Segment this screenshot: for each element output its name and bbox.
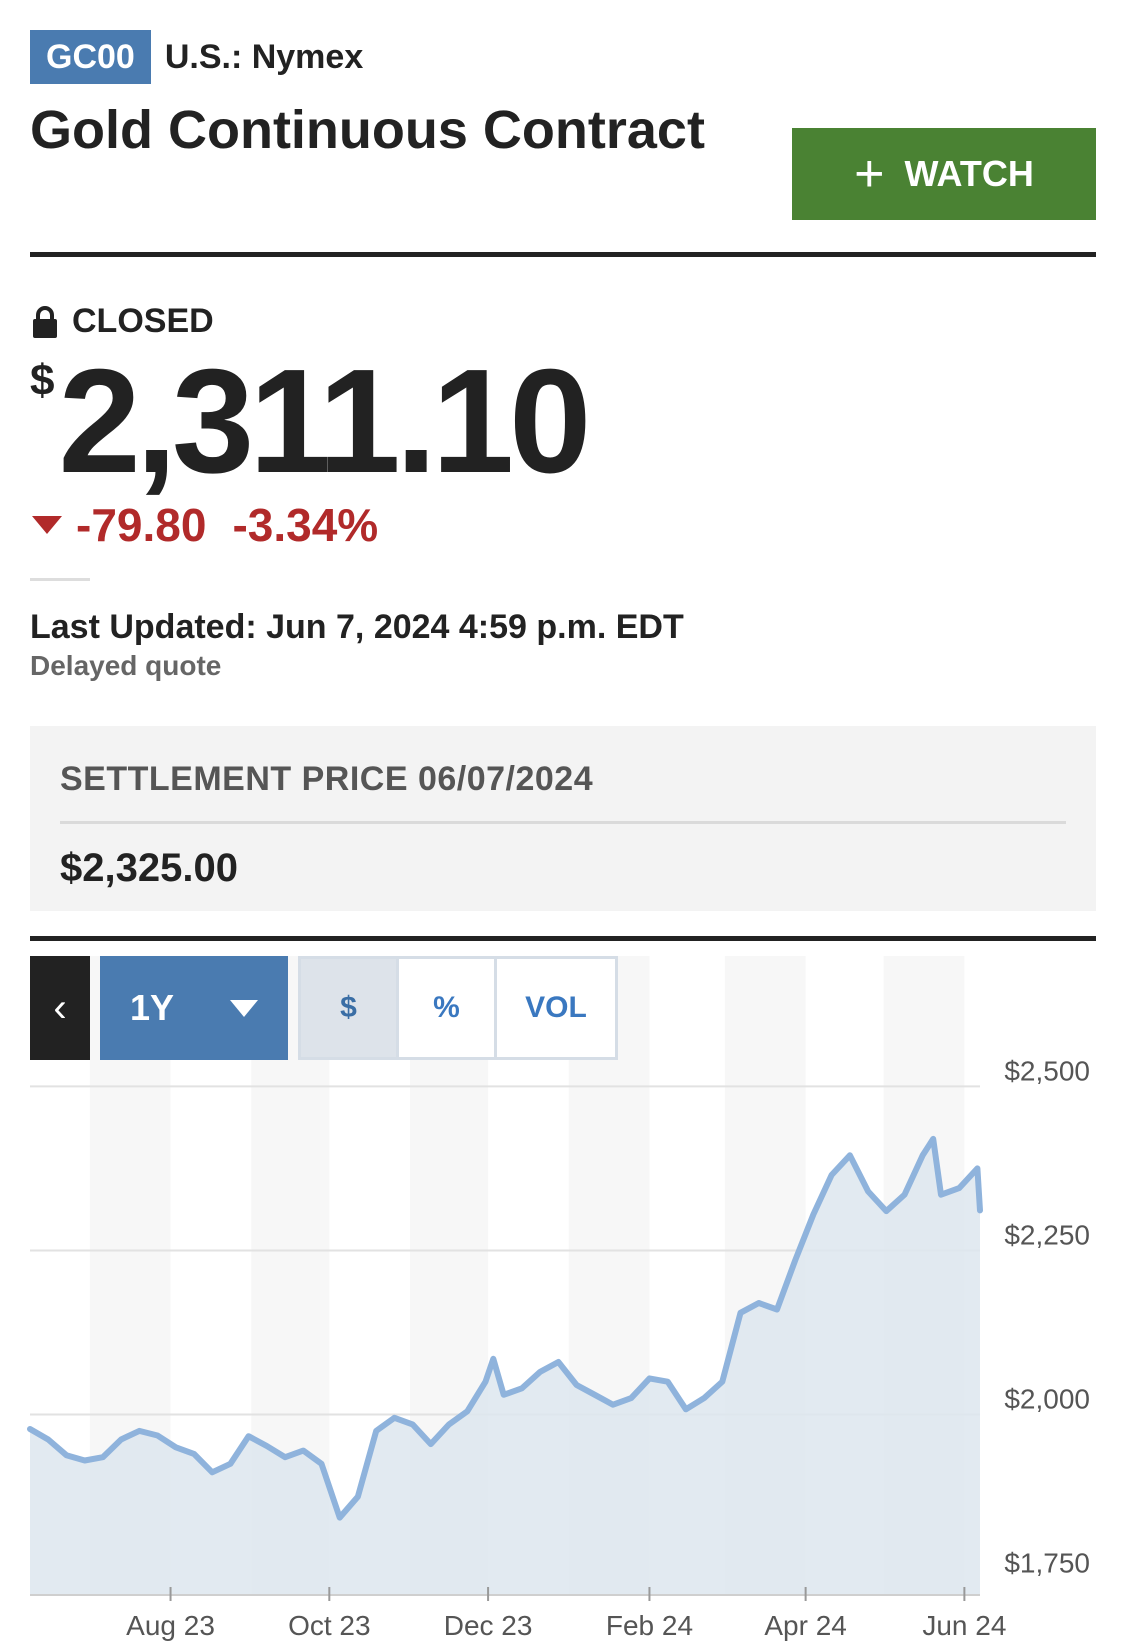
market-status: CLOSED (32, 302, 214, 341)
plus-icon: + (854, 145, 885, 203)
watch-label: WATCH (904, 153, 1034, 194)
range-label: 1Y (130, 987, 175, 1028)
x-tick-label: Dec 23 (444, 1610, 533, 1641)
chevron-left-icon[interactable]: ‹ (30, 956, 90, 1060)
last-price: 2,311.10 (58, 339, 591, 504)
y-tick-label: $2,000 (1004, 1384, 1090, 1415)
x-tick-label: Feb 24 (606, 1610, 693, 1641)
short-divider (30, 578, 90, 581)
ticker-badge: GC00 (30, 30, 151, 84)
header-divider (30, 252, 1096, 257)
currency-symbol: $ (30, 356, 55, 405)
price-row: $ 2,311.10 (30, 339, 591, 504)
price-change: -79.80 -3.34% (32, 498, 378, 552)
status-label: CLOSED (72, 302, 214, 340)
settlement-divider (60, 821, 1066, 824)
x-tick-label: Oct 23 (288, 1610, 370, 1641)
chart-mode-toggle: $ % VOL (298, 956, 618, 1060)
watch-button[interactable]: + WATCH (792, 128, 1096, 220)
chart-divider (30, 936, 1096, 941)
delayed-note: Delayed quote (30, 650, 222, 681)
mode-volume-button[interactable]: VOL (497, 959, 615, 1057)
change-value: -79.80 (76, 499, 207, 551)
instrument-name: Gold Continuous Contract (30, 100, 705, 160)
x-tick-label: Apr 24 (764, 1610, 847, 1641)
mode-percent-button[interactable]: % (399, 959, 497, 1057)
settlement-panel: SETTLEMENT PRICE 06/07/2024 $2,325.00 (30, 726, 1096, 911)
y-tick-label: $1,750 (1004, 1548, 1090, 1579)
settlement-label: SETTLEMENT PRICE 06/07/2024 (60, 760, 594, 798)
series-line (27, 1135, 983, 1521)
mode-dollar-button[interactable]: $ (301, 959, 399, 1057)
triangle-down-icon (32, 516, 62, 534)
lock-icon (33, 305, 57, 338)
y-tick-label: $2,500 (1004, 1055, 1090, 1086)
series-area (30, 1138, 980, 1595)
ticker-row: GC00 U.S.: Nymex (30, 30, 363, 84)
range-select[interactable]: 1Y (100, 956, 288, 1060)
x-tick-label: Jun 24 (922, 1610, 1006, 1641)
change-percent: -3.34% (232, 499, 379, 551)
caret-down-icon (230, 999, 258, 1017)
last-updated: Last Updated: Jun 7, 2024 4:59 p.m. EDT (30, 608, 684, 646)
x-tick-label: Aug 23 (126, 1610, 215, 1641)
settlement-value: $2,325.00 (60, 846, 238, 890)
chart-controls: ‹ 1Y $ % VOL (30, 956, 618, 1060)
y-tick-label: $2,250 (1004, 1219, 1090, 1250)
exchange-label: U.S.: Nymex (164, 37, 364, 76)
